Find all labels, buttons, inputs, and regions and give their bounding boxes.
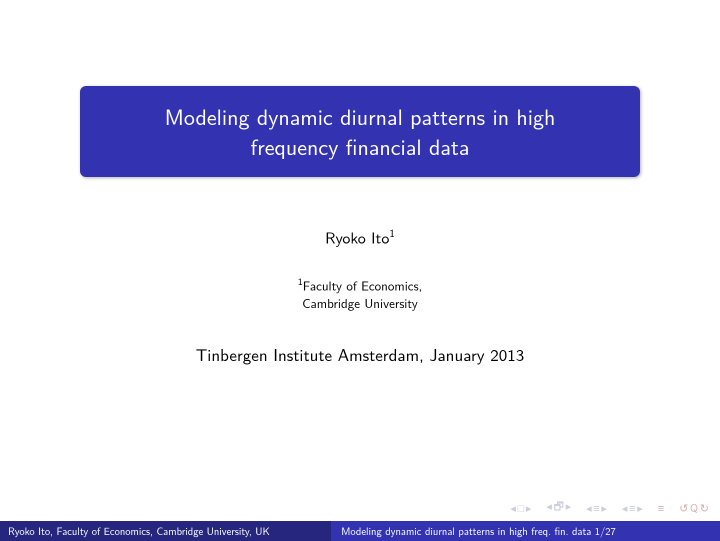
nav-refresh-icon[interactable]: ↺ Q ↻: [679, 500, 708, 516]
title-block: Modeling dynamic diurnal patterns in hig…: [80, 86, 640, 177]
affiliation-text-1: Faculty of Economics,: [303, 276, 422, 295]
author-block: Ryoko Ito1 1Faculty of Economics, Cambri…: [196, 225, 525, 367]
title-line-1: Modeling dynamic diurnal patterns in hig…: [100, 102, 620, 132]
nav-section-next-icon[interactable]: ◂ ≡ ▸: [622, 500, 642, 516]
footer: Ryoko Ito, Faculty of Economics, Cambrid…: [0, 521, 720, 541]
affiliation-line-1: 1Faculty of Economics,: [196, 275, 525, 295]
footer-left: Ryoko Ito, Faculty of Economics, Cambrid…: [0, 521, 331, 541]
affiliation-line-2: Cambridge University: [196, 295, 525, 313]
nav-section-prev-icon[interactable]: ◂ ≡ ▸: [586, 500, 606, 516]
content-area: Modeling dynamic diurnal patterns in hig…: [0, 0, 720, 541]
nav-outline-icon[interactable]: ≡: [658, 500, 663, 516]
nav-prev-icon[interactable]: ◂ 🗗 ▸: [546, 498, 570, 517]
author-name: Ryoko Ito1: [196, 225, 525, 248]
title-line-2: frequency financial data: [100, 132, 620, 162]
author-sup: 1: [389, 225, 395, 241]
author-name-text: Ryoko Ito: [325, 226, 389, 249]
venue: Tinbergen Institute Amsterdam, January 2…: [196, 342, 525, 367]
nav-row: ◂ □ ▸ ◂ 🗗 ▸ ◂ ≡ ▸ ◂ ≡ ▸ ≡ ↺ Q ↻: [510, 498, 708, 517]
nav-first-icon[interactable]: ◂ □ ▸: [510, 500, 530, 516]
affiliation: 1Faculty of Economics, Cambridge Univers…: [196, 275, 525, 312]
footer-right: Modeling dynamic diurnal patterns in hig…: [331, 521, 720, 541]
slide: Modeling dynamic diurnal patterns in hig…: [0, 0, 720, 541]
